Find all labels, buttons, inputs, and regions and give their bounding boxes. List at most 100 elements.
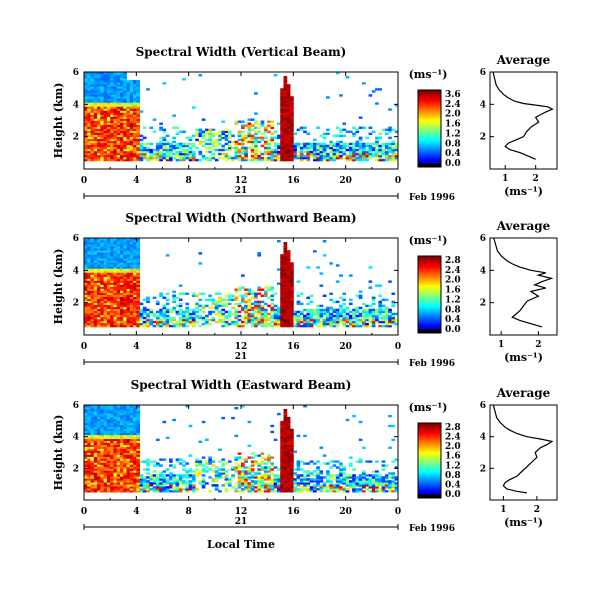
heatmap-cell (139, 312, 144, 316)
heatmap-cell (103, 490, 108, 493)
heatmap-cell (133, 406, 137, 410)
heatmap-cell (110, 254, 114, 257)
heatmap-cell (355, 314, 360, 318)
heatmap-cell (250, 464, 255, 467)
heatmap-cell (123, 250, 127, 253)
heatmap-cell (227, 318, 232, 322)
heatmap-cell (133, 80, 137, 83)
heatmap-cell (254, 486, 258, 489)
heatmap-cell (306, 302, 311, 306)
heatmap-cell (159, 490, 163, 493)
heatmap-cell (286, 152, 291, 156)
heatmap-cell (113, 122, 118, 125)
heatmap-cell (100, 136, 105, 140)
colorbar-step (418, 329, 441, 332)
heatmap-cell (365, 308, 369, 312)
heatmap-cell (90, 120, 95, 123)
heatmap-cell (309, 472, 314, 475)
heatmap-cell (119, 140, 124, 144)
heatmap-cell (119, 76, 124, 79)
heatmap-cell (221, 320, 226, 324)
heatmap-cell (286, 304, 291, 308)
heatmap-cell (136, 90, 140, 93)
heatmap-cell (263, 308, 268, 312)
heatmap-cell (247, 468, 252, 471)
heatmap-cell (175, 474, 180, 477)
heatmap-cell (211, 152, 216, 156)
heatmap-cell (87, 302, 91, 306)
heatmap-cell (195, 488, 199, 491)
heatmap-cell (286, 312, 291, 316)
heatmap-cell (270, 302, 275, 306)
heatmap-cell (133, 434, 137, 438)
heatmap-cell (286, 278, 291, 281)
heatmap-cell (263, 152, 268, 156)
heatmap-cell (362, 156, 366, 160)
heatmap-cell (97, 290, 101, 293)
heatmap-cell (312, 158, 317, 162)
heatmap-cell (136, 158, 140, 162)
heatmap-cell (312, 462, 317, 465)
heatmap-cell (87, 148, 91, 152)
heatmap-cell (123, 432, 127, 436)
heatmap-cell (126, 244, 131, 247)
heatmap-cell (123, 242, 127, 245)
heatmap-cell (133, 90, 137, 93)
heatmap-cell (352, 154, 356, 158)
heatmap-cell (136, 300, 140, 304)
heatmap-cell (224, 316, 229, 320)
heatmap-cell (178, 318, 183, 322)
heatmap-cell (391, 300, 396, 304)
heatmap-cell (227, 146, 232, 150)
heatmap-cell (133, 454, 137, 457)
heatmap-cell (342, 302, 347, 306)
heatmap-cell (136, 410, 140, 414)
heatmap-cell (221, 146, 226, 150)
heatmap-cell (162, 318, 167, 322)
heatmap-cell (126, 318, 131, 322)
heatmap-cell (103, 462, 108, 465)
heatmap-cell (100, 286, 105, 289)
heatmap-cell (286, 116, 291, 119)
heatmap-cell (391, 320, 396, 324)
heatmap-cell (110, 444, 114, 447)
heatmap-cell (93, 266, 98, 269)
heatmap-cell (286, 156, 291, 160)
heatmap-cell (119, 246, 124, 249)
heatmap-cell (299, 152, 304, 156)
heatmap-cell (119, 150, 124, 154)
heatmap-cell (129, 118, 134, 121)
heatmap-cell (126, 298, 131, 302)
colorbar-step (418, 294, 441, 297)
heatmap-cell (296, 466, 301, 469)
heatmap-cell (332, 324, 337, 328)
heatmap-cell (273, 474, 278, 477)
heatmap-cell (103, 266, 108, 269)
heatmap-cell (110, 434, 114, 438)
heatmap-cell (103, 120, 108, 123)
heatmap-cell (123, 84, 127, 87)
heatmap-cell (388, 280, 392, 283)
heatmap-cell (100, 110, 105, 113)
heatmap-cell (97, 312, 101, 316)
heatmap-cell (263, 478, 268, 481)
heatmap-cell (103, 242, 108, 245)
heatmap-cell (178, 324, 183, 328)
heatmap-cell (133, 482, 137, 485)
colorbar-step (418, 296, 441, 299)
heatmap-cell (84, 72, 88, 75)
heatmap-cell (119, 318, 124, 322)
heatmap-cell (103, 270, 108, 273)
heatmap-cell (290, 436, 294, 440)
heatmap-cell (113, 464, 118, 467)
heatmap-cell (110, 140, 114, 144)
heatmap-cell (97, 472, 101, 475)
y-axis-label: Height (km) (52, 83, 65, 159)
heatmap-cell (290, 452, 294, 455)
heatmap-cell (172, 306, 176, 310)
heatmap-cell (283, 284, 288, 287)
heatmap-cell (87, 274, 91, 277)
heatmap-cell (155, 322, 160, 326)
heatmap-cell (126, 102, 131, 105)
heatmap-cell (113, 290, 118, 293)
